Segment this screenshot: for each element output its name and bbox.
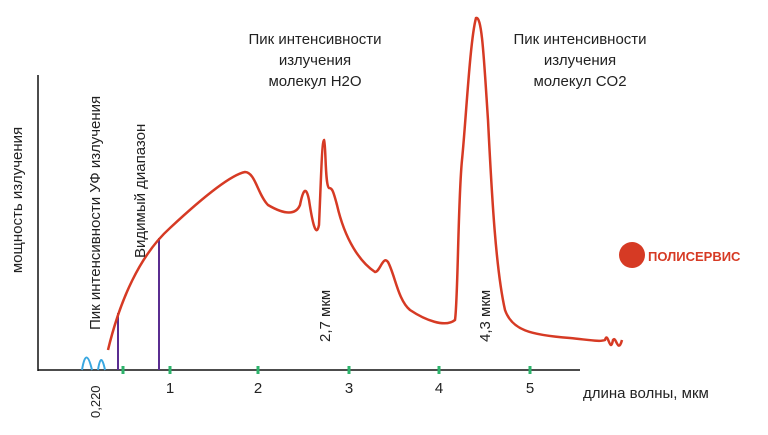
co2-label: Пик интенсивности <box>513 31 646 48</box>
x-tick-label: 3 <box>345 380 353 397</box>
x-axis-label: длина волны, мкм <box>583 385 709 402</box>
emission-curve <box>106 16 624 351</box>
uv-wavelength: 0,220 <box>88 385 103 418</box>
visible-label: Видимый диапазон <box>132 124 149 258</box>
y-axis-label: мощность излучения <box>9 127 26 273</box>
x-tick-label: 1 <box>166 380 174 397</box>
logo-icon <box>619 242 645 268</box>
co2-label: молекул CO2 <box>533 73 626 90</box>
co2-label: излучения <box>544 52 616 69</box>
uv-curve <box>81 356 106 371</box>
logo: ПОЛИСЕРВИС <box>648 249 741 264</box>
x-tick-marks <box>121 366 532 374</box>
h2o-wavelength: 2,7 мкм <box>317 290 334 342</box>
co2-wavelength: 4,3 мкм <box>477 290 494 342</box>
x-tick-label: 5 <box>526 380 534 397</box>
x-tick-label: 2 <box>254 380 262 397</box>
tick-labels: 1 2 3 4 5 <box>166 380 534 397</box>
h2o-label: молекул H2O <box>268 73 361 90</box>
x-tick-label: 4 <box>435 380 443 397</box>
h2o-label: Пик интенсивности <box>248 31 381 48</box>
h2o-label: излучения <box>279 52 351 69</box>
uv-peak-label: Пик интенсивности УФ излучения <box>87 96 104 330</box>
